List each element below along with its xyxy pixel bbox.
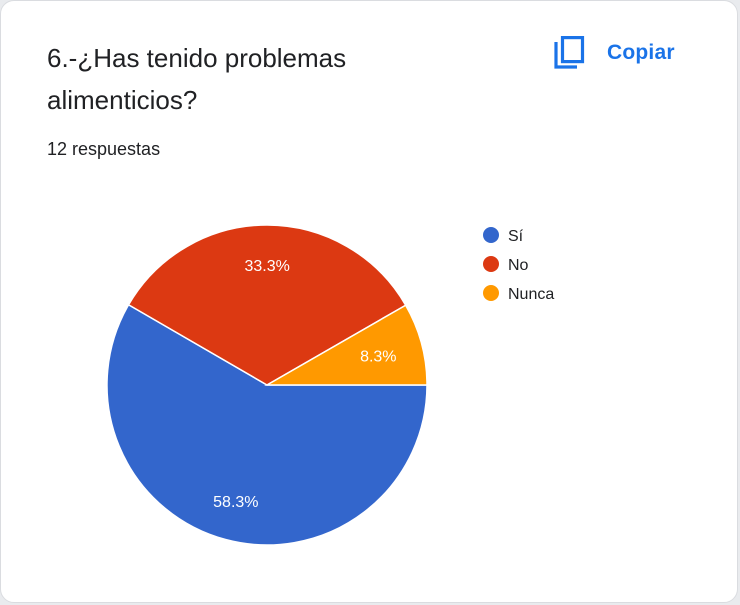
legend-label-si: Sí — [508, 228, 524, 245]
slice-label-no: 33.3% — [245, 258, 290, 275]
pie-slice-labels: 58.3% 33.3% 8.3% — [213, 258, 396, 511]
legend-label-no: No — [508, 257, 529, 274]
response-count: 12 respuestas — [47, 139, 161, 159]
slice-label-si: 58.3% — [213, 494, 258, 511]
copy-label: Copiar — [607, 41, 675, 64]
legend-marker-no — [483, 256, 499, 272]
slice-label-nunca: 8.3% — [360, 348, 396, 365]
pie-slice-si[interactable] — [106, 303, 428, 546]
copy-icon — [554, 36, 585, 69]
legend-marker-si — [483, 227, 499, 243]
question-title: 6.-¿Has tenido problemas alimenticios? — [47, 43, 347, 115]
pie-slices — [106, 224, 428, 546]
legend-marker-nunca — [483, 285, 499, 301]
pie-slice-nunca[interactable] — [264, 304, 428, 386]
legend-label-nunca: Nunca — [508, 286, 554, 303]
chart-legend: Sí No Nunca — [483, 227, 554, 303]
copy-button[interactable]: Copiar — [553, 33, 675, 73]
